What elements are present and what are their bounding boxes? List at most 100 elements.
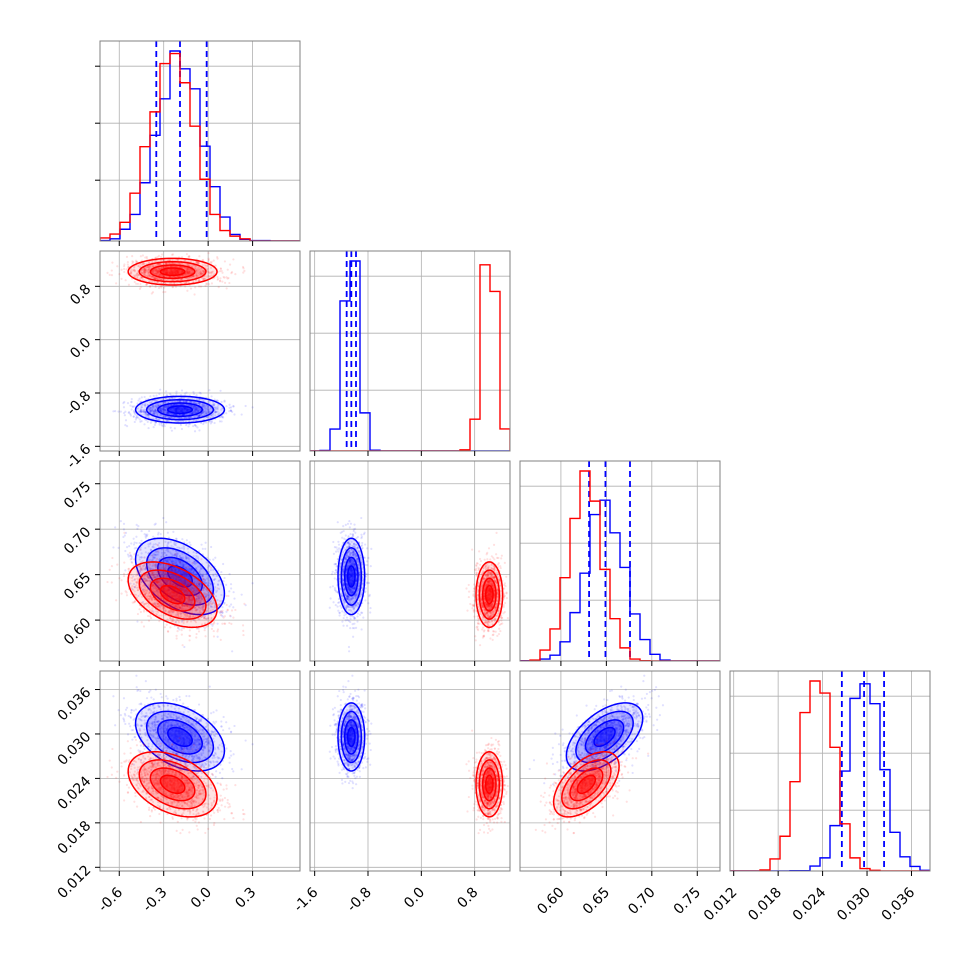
scatter-point [152, 394, 155, 397]
scatter-point [158, 423, 161, 426]
scatter-point [158, 541, 161, 545]
scatter-point [180, 410, 183, 413]
scatter-point [175, 270, 179, 273]
scatter-point [202, 405, 205, 408]
scatter-point [185, 556, 188, 560]
scatter-point [201, 575, 204, 579]
scatter-point [196, 406, 199, 409]
scatter-point [225, 276, 228, 279]
scatter-point [158, 286, 161, 290]
scatter-point [164, 270, 167, 273]
scatter-point [165, 406, 168, 409]
scatter-point [208, 275, 212, 278]
scatter-point [165, 419, 168, 422]
scatter-point [166, 411, 169, 415]
scatter-point [170, 272, 173, 275]
scatter-point [189, 543, 192, 546]
scatter-point [133, 266, 136, 269]
scatter-point [148, 261, 151, 264]
scatter-point [147, 414, 150, 417]
scatter-point [195, 419, 198, 422]
scatter-point [158, 392, 161, 395]
scatter-point [179, 417, 182, 420]
scatter-point [154, 285, 157, 289]
scatter-point [169, 271, 172, 274]
scatter-point [146, 574, 149, 578]
scatter-point [210, 395, 213, 398]
scatter-point [184, 407, 187, 410]
scatter-point [162, 270, 165, 273]
scatter-point [171, 396, 174, 400]
scatter-point [154, 421, 157, 424]
scatter-point [203, 593, 206, 596]
scatter-point [188, 412, 191, 416]
scatter-point [184, 259, 187, 262]
scatter-point [210, 271, 213, 274]
scatter-point [185, 272, 188, 275]
scatter-point [199, 269, 202, 272]
scatter-point [212, 413, 215, 416]
scatter-point [159, 262, 162, 265]
scatter-point [172, 583, 175, 586]
scatter-point [130, 397, 133, 401]
scatter-point [151, 554, 154, 557]
scatter-point [146, 420, 149, 423]
scatter-point [138, 397, 141, 400]
scatter-point [143, 410, 146, 413]
scatter-point [156, 414, 159, 417]
scatter-point [151, 405, 155, 408]
scatter-point [171, 271, 174, 275]
scatter-point [175, 270, 178, 273]
y-tick-label: 0.75 [61, 479, 94, 512]
scatter-point [186, 409, 189, 412]
scatter-point [211, 270, 215, 273]
scatter-point [157, 418, 160, 421]
scatter-point [180, 396, 183, 399]
scatter-point [186, 270, 189, 274]
scatter-point [207, 270, 210, 274]
scatter-point [234, 608, 237, 612]
scatter-point [161, 275, 164, 278]
scatter-point [188, 271, 191, 274]
scatter-point [176, 271, 179, 274]
scatter-point [158, 409, 162, 412]
scatter-point [166, 271, 169, 274]
scatter-point [205, 282, 208, 285]
scatter-point [196, 601, 199, 604]
scatter-point [146, 414, 149, 417]
scatter-point [139, 409, 142, 412]
y-tick-label: 0.0 [67, 335, 94, 362]
scatter-point [223, 276, 226, 279]
scatter-point [171, 573, 174, 576]
scatter-point [157, 269, 160, 272]
scatter-point [222, 562, 225, 566]
scatter-point [136, 407, 140, 410]
scatter-point [198, 582, 202, 585]
scatter-point [146, 270, 150, 273]
scatter-point [186, 268, 190, 271]
scatter-point [140, 276, 143, 279]
scatter-point [165, 269, 168, 272]
scatter-point [229, 603, 233, 606]
scatter-point [136, 527, 139, 530]
scatter-point [175, 407, 178, 410]
scatter-point [147, 274, 150, 277]
scatter-point [189, 588, 192, 591]
scatter-point [186, 271, 189, 274]
scatter-point [201, 269, 205, 272]
scatter-point [173, 409, 177, 412]
scatter-point [243, 602, 246, 605]
scatter-point [167, 404, 170, 408]
scatter-point [115, 282, 118, 285]
scatter-point [212, 411, 215, 415]
scatter-point [158, 262, 161, 266]
scatter-point [195, 272, 198, 275]
scatter-point [171, 562, 174, 565]
contour-line [145, 398, 215, 421]
scatter-point [185, 400, 188, 403]
scatter-point [214, 406, 218, 409]
scatter-point [168, 275, 172, 278]
scatter-point [198, 598, 201, 602]
scatter-point [133, 269, 137, 272]
